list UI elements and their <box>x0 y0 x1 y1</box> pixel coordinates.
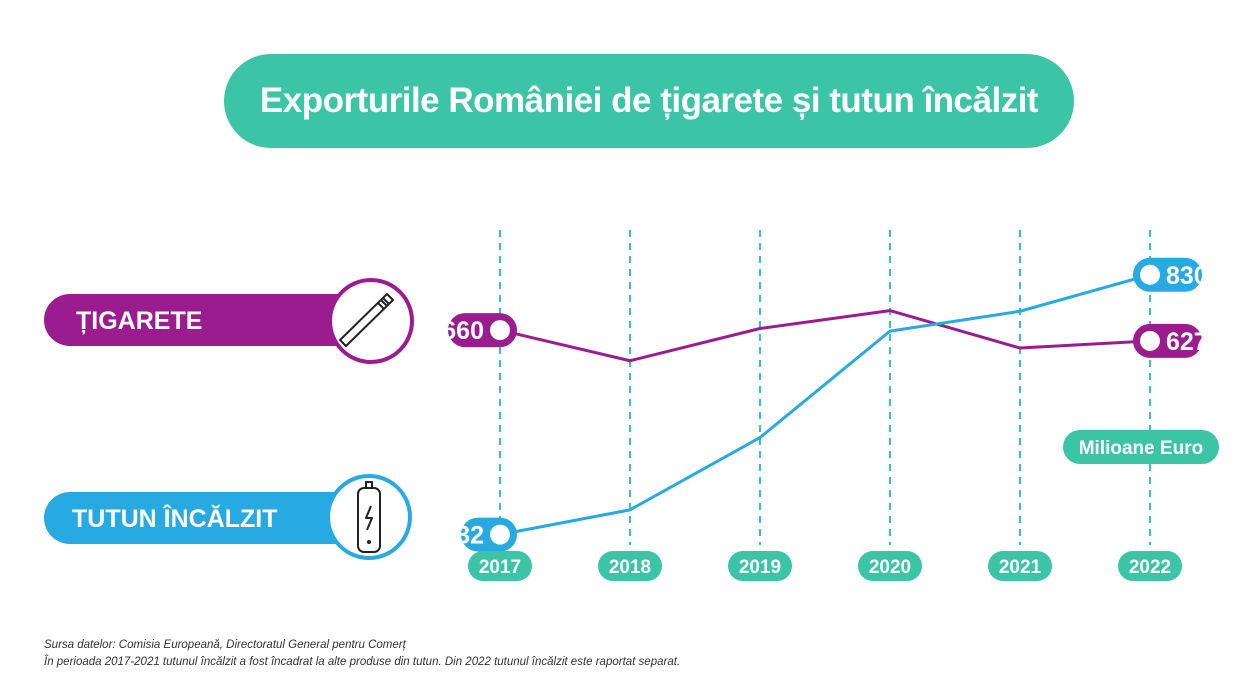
unit-badge-pill <box>1063 430 1219 464</box>
legend-cigarettes: ȚIGARETE <box>44 278 414 364</box>
x-tick-pill-2020 <box>858 551 922 581</box>
methodology-note: În perioada 2017-2021 tutunul încălzit a… <box>44 656 681 668</box>
legend-cigarettes-pill <box>44 294 364 346</box>
legend-heated-tobacco-label: TUTUN ÎNCĂLZIT <box>72 503 278 533</box>
title-banner: Exporturile României de țigarete și tutu… <box>224 54 1074 148</box>
data-point-cigarettes-2017 <box>490 320 510 341</box>
unit-badge: Milioane Euro <box>1063 430 1219 464</box>
value-label-heated_tobacco-2022: 830 <box>1133 257 1208 292</box>
x-tick-pill-2022 <box>1118 551 1182 581</box>
x-tick-label-2020: 2020 <box>869 557 911 578</box>
unit-label: Milioane Euro <box>1079 438 1204 459</box>
data-point-heated_tobacco-2017 <box>490 524 510 545</box>
data-point-cigarettes-2022 <box>1140 330 1160 351</box>
value-label-cigarettes-2017: 660 <box>442 313 517 348</box>
legend-heated-tobacco-pill <box>44 492 370 544</box>
cigarette-icon <box>339 293 394 347</box>
x-tick-label-2017: 2017 <box>479 557 521 578</box>
value-label-heated_tobacco-2017: 32 <box>456 517 517 552</box>
x-tick-label-2018: 2018 <box>609 557 651 578</box>
x-tick-pill-2018 <box>598 551 662 581</box>
chart-title: Exporturile României de țigarete și tutu… <box>259 81 1039 120</box>
series-lines <box>498 273 1152 537</box>
legend-cigarettes-label: ȚIGARETE <box>76 307 202 335</box>
value-label-text: 32 <box>456 522 484 550</box>
heated-tobacco-device-icon <box>357 481 381 553</box>
series-line-cigarettes <box>498 309 1152 363</box>
x-tick-pill-2021 <box>988 551 1052 581</box>
value-labels: 660 627 32 830 <box>442 257 1208 552</box>
source-note: Sursa datelor: Comisia Europeană, Direct… <box>44 639 406 651</box>
x-tick-pill-2017 <box>468 551 532 581</box>
x-axis: 2017 2018 2019 2020 2021 2022 <box>468 551 1182 581</box>
x-tick-label-2019: 2019 <box>739 557 781 578</box>
x-tick-label-2021: 2021 <box>999 557 1042 578</box>
x-tick-pill-2019 <box>728 551 792 581</box>
value-label-text: 660 <box>442 317 484 345</box>
value-label-cigarettes-2022: 627 <box>1133 323 1208 358</box>
series-line-heated_tobacco <box>498 273 1152 537</box>
grid-lines <box>499 230 1151 545</box>
value-label-text: 627 <box>1166 328 1208 356</box>
legend-heated-tobacco: TUTUN ÎNCĂLZIT <box>44 474 412 560</box>
x-tick-label-2022: 2022 <box>1129 557 1171 578</box>
data-point-heated_tobacco-2022 <box>1140 264 1160 285</box>
value-label-text: 830 <box>1166 262 1208 290</box>
